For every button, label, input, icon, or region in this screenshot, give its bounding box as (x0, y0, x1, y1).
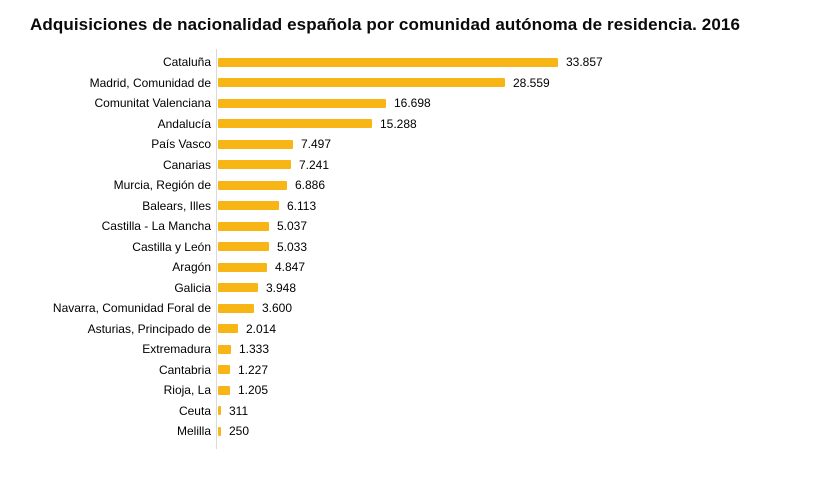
chart-row: Andalucía 15.288 (30, 114, 827, 135)
category-label: Extremadura (142, 342, 211, 357)
bar (218, 365, 230, 375)
bar (218, 78, 505, 88)
chart-row: Galicia 3.948 (30, 278, 827, 299)
category-label: Cataluña (162, 55, 211, 70)
bar (218, 98, 386, 108)
chart-row: Madrid, Comunidad de 28.559 (30, 73, 827, 94)
category-label: Castilla - La Mancha (101, 219, 211, 234)
bar (218, 119, 372, 129)
value-label: 6.886 (295, 178, 326, 193)
bar (218, 262, 267, 272)
y-axis-line (216, 49, 217, 449)
category-label: Navarra, Comunidad Foral de (52, 301, 211, 316)
bar (218, 221, 269, 231)
bar (218, 242, 269, 252)
value-label: 16.698 (394, 96, 431, 111)
category-label: Andalucía (157, 116, 211, 131)
value-label: 5.033 (277, 239, 308, 254)
value-label: 7.497 (301, 137, 332, 152)
value-label: 15.288 (380, 116, 417, 131)
chart-row: Comunitat Valenciana 16.698 (30, 93, 827, 114)
plot-area: Cataluña 33.857 Madrid, Comunidad de 28.559… (30, 49, 827, 449)
category-label: Canarias (162, 157, 211, 172)
chart-row: Ceuta 311 (30, 401, 827, 422)
bar (218, 303, 254, 313)
chart-row: Canarias 7.241 (30, 155, 827, 176)
value-label: 5.037 (277, 219, 308, 234)
value-label: 1.227 (238, 362, 269, 377)
category-label: País Vasco (151, 137, 211, 152)
chart-row: Melilla 250 (30, 421, 827, 442)
bar (218, 57, 558, 67)
value-label: 311 (229, 403, 249, 418)
category-label: Balears, Illes (142, 198, 211, 213)
category-label: Murcia, Región de (113, 178, 211, 193)
bar (218, 426, 221, 436)
bar (218, 139, 293, 149)
value-label: 250 (229, 424, 250, 439)
category-label: Comunitat Valenciana (94, 96, 211, 111)
chart-row: País Vasco 7.497 (30, 134, 827, 155)
category-label: Asturias, Principado de (87, 321, 211, 336)
value-label: 3.948 (266, 280, 297, 295)
category-label: Galicia (174, 280, 211, 295)
chart-row: Castilla - La Mancha 5.037 (30, 216, 827, 237)
value-label: 7.241 (299, 157, 330, 172)
category-label: Ceuta (178, 403, 211, 418)
category-label: Madrid, Comunidad de (89, 75, 211, 90)
bar-chart: Adquisiciones de nacionalidad española p… (0, 15, 827, 449)
chart-title: Adquisiciones de nacionalidad española p… (30, 15, 740, 34)
chart-row: Extremadura 1.333 (30, 339, 827, 360)
bar (218, 160, 291, 170)
value-label: 4.847 (275, 260, 306, 275)
chart-row: Aragón 4.847 (30, 257, 827, 278)
chart-row: Murcia, Región de 6.886 (30, 175, 827, 196)
category-label: Melilla (176, 424, 211, 439)
chart-row: Navarra, Comunidad Foral de 3.600 (30, 298, 827, 319)
bar (218, 201, 279, 211)
chart-row: Cataluña 33.857 (30, 52, 827, 73)
category-label: Castilla y León (132, 239, 211, 254)
chart-row: Cantabria 1.227 (30, 360, 827, 381)
chart-row: Rioja, La 1.205 (30, 380, 827, 401)
bar (218, 180, 287, 190)
category-label: Aragón (172, 260, 211, 275)
bar (218, 385, 230, 395)
bar-rows: Cataluña 33.857 Madrid, Comunidad de 28.559… (30, 52, 827, 442)
value-label: 6.113 (287, 198, 317, 213)
value-label: 28.559 (513, 75, 550, 90)
bar (218, 344, 231, 354)
category-label: Rioja, La (163, 383, 211, 398)
value-label: 2.014 (246, 321, 277, 336)
value-label: 1.205 (238, 383, 269, 398)
value-label: 1.333 (239, 342, 270, 357)
chart-row: Castilla y León 5.033 (30, 237, 827, 258)
chart-row: Asturias, Principado de 2.014 (30, 319, 827, 340)
value-label: 33.857 (566, 55, 603, 70)
value-label: 3.600 (262, 301, 293, 316)
bar (218, 324, 238, 334)
category-label: Cantabria (158, 362, 211, 377)
chart-row: Balears, Illes 6.113 (30, 196, 827, 217)
bar (218, 406, 221, 416)
bar (218, 283, 258, 293)
